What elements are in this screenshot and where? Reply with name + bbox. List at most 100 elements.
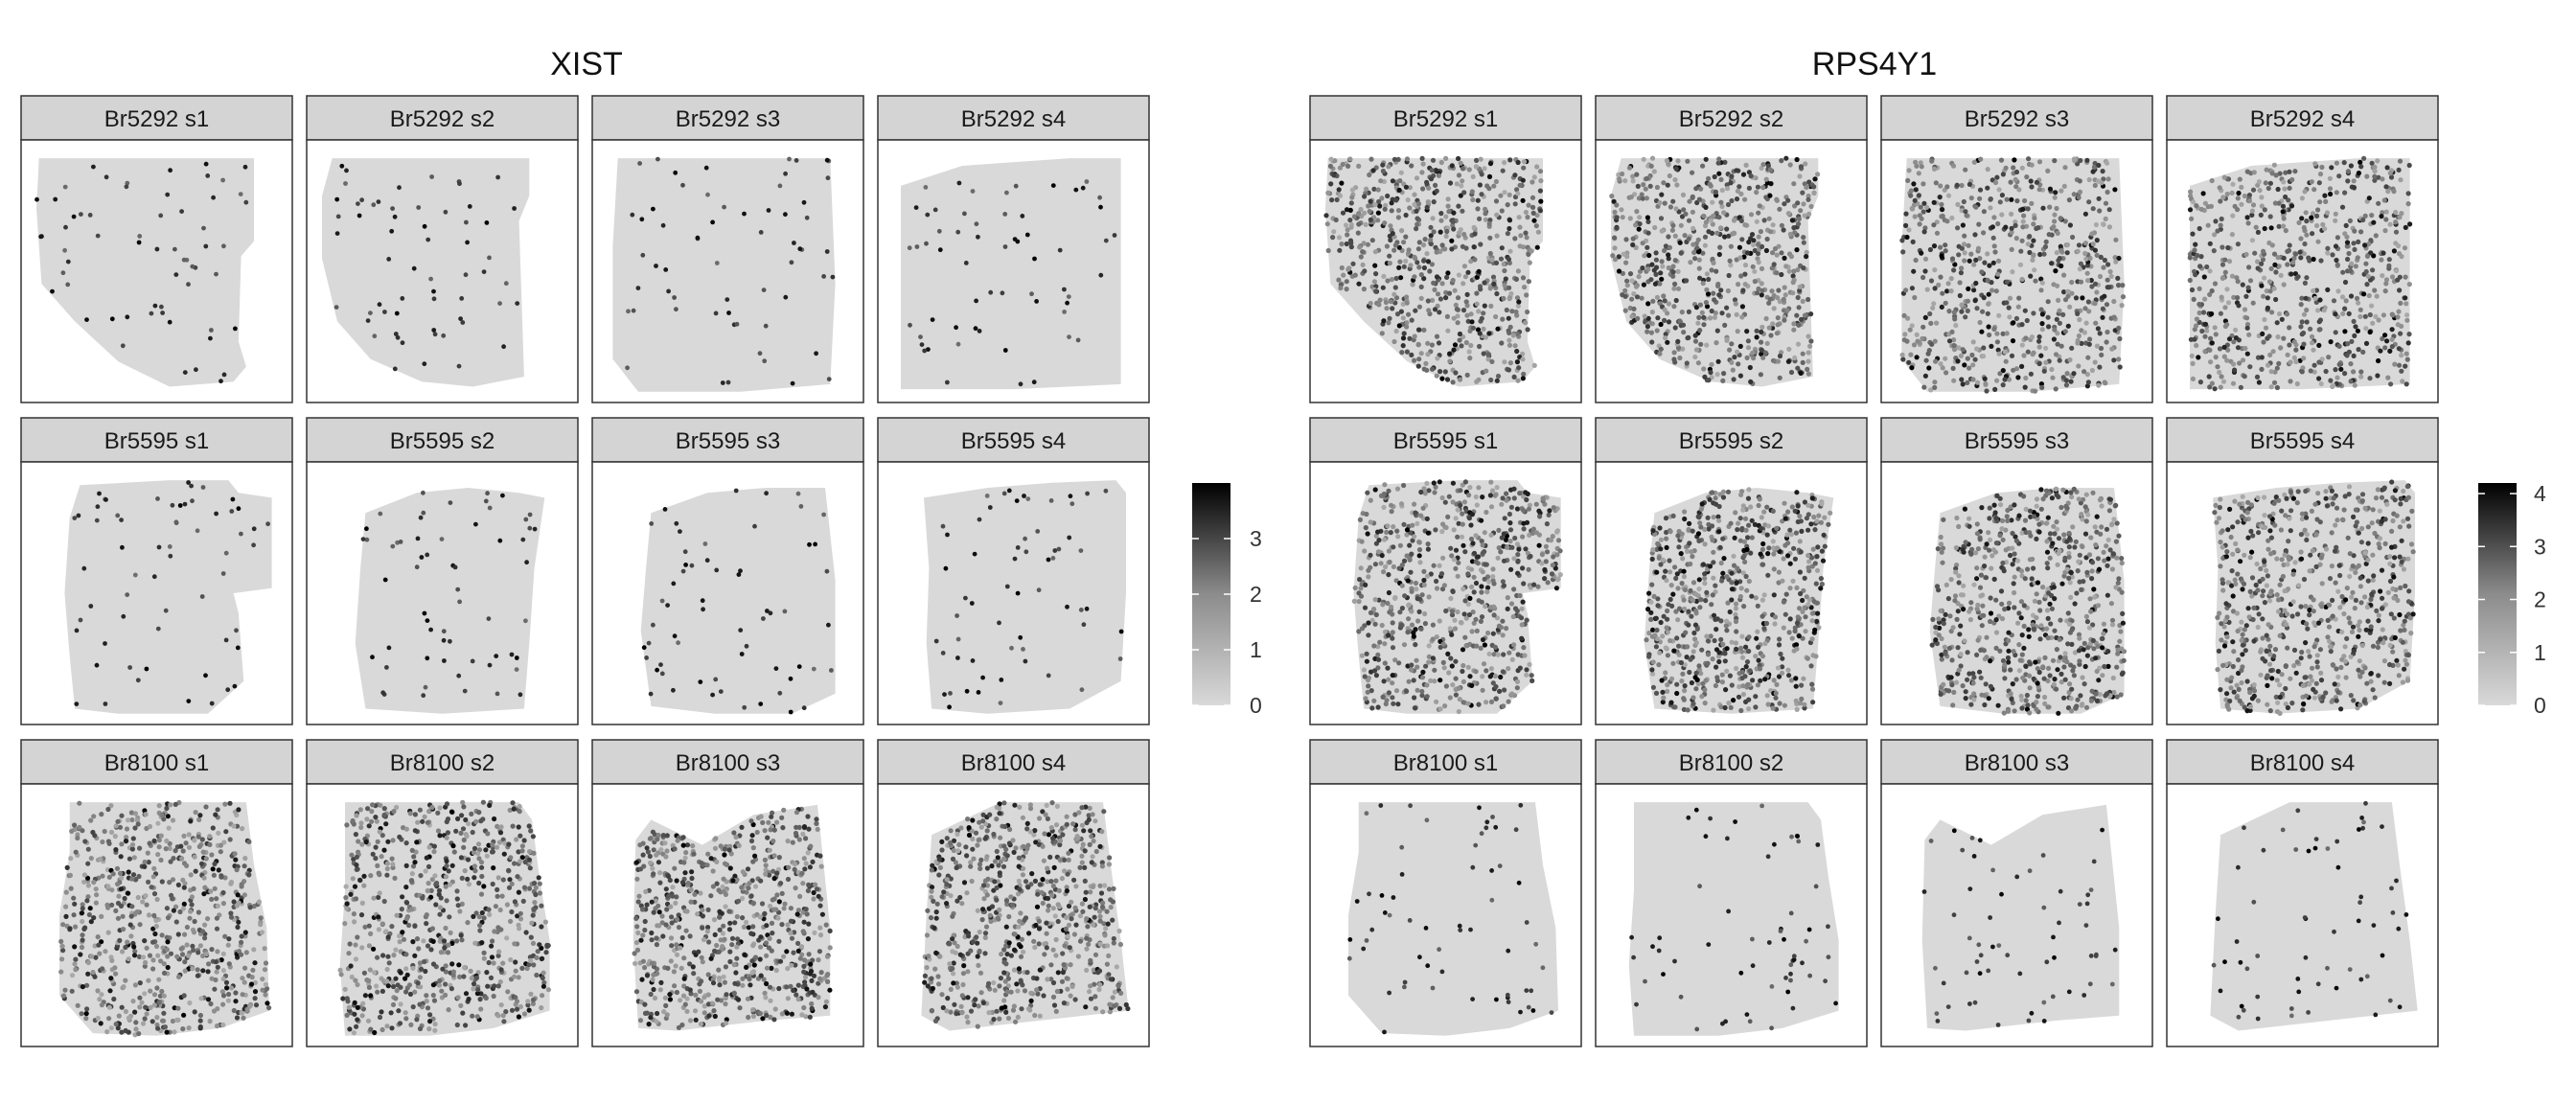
expression-spot [205,969,211,975]
expression-spot [1023,536,1027,541]
expression-spot [761,288,767,292]
expression-spot [189,894,195,900]
expression-spot [663,886,669,892]
facet-strip-label: Br5292 s4 [961,106,1066,132]
expression-spot [705,992,711,998]
expression-spot [478,860,485,865]
expression-spot [79,944,85,951]
expression-spot [465,857,472,862]
expression-spot [462,965,468,971]
expression-spot [945,532,950,538]
expression-spot [1695,360,1701,366]
expression-spot [228,985,235,991]
expression-spot [980,675,985,680]
expression-spot [2039,321,2045,327]
expression-spot [344,901,350,907]
expression-spot [1962,258,1967,264]
expression-spot [1702,234,1709,240]
expression-spot [1457,337,1462,343]
expression-spot [1634,209,1640,215]
expression-spot [679,1023,685,1028]
expression-spot [1716,156,1722,162]
expression-spot [644,973,651,978]
expression-spot [202,935,208,941]
expression-spot [1671,304,1677,310]
expression-spot [781,954,787,959]
expression-spot [1801,240,1806,245]
expression-spot [1018,954,1024,959]
expression-spot [987,505,993,510]
expression-spot [380,1026,385,1033]
expression-spot [962,211,967,217]
expression-spot [515,874,520,880]
expression-spot [1701,366,1707,372]
expression-spot [1344,287,1349,292]
expression-spot [367,967,373,973]
expression-spot [948,893,954,899]
expression-spot [517,926,522,932]
expression-spot [225,998,231,1003]
expression-spot [682,855,688,861]
expression-spot [1372,263,1378,268]
expression-spot [1467,356,1473,361]
expression-spot [1425,298,1431,304]
expression-spot [80,984,85,990]
expression-spot [243,199,249,205]
expression-spot [1735,349,1740,355]
expression-spot [431,843,437,849]
expression-spot [1726,272,1732,279]
expression-spot [1383,299,1389,306]
expression-spot [663,267,669,272]
expression-spot [955,229,961,235]
expression-spot [516,1014,522,1020]
expression-spot [692,899,698,905]
expression-spot [233,326,238,332]
expression-spot [821,274,826,279]
expression-spot [1042,952,1047,957]
expression-spot [1002,348,1008,353]
expression-spot [700,908,705,913]
expression-spot [1057,857,1063,862]
expression-spot [1641,156,1646,162]
expression-spot [649,899,655,905]
expression-spot [1515,378,1521,383]
expression-spot [2036,338,2042,344]
expression-spot [1703,156,1709,162]
expression-spot [1682,233,1688,239]
expression-spot [1079,822,1085,828]
expression-spot [2101,264,2106,270]
expression-spot [1662,317,1668,323]
expression-spot [188,872,194,878]
expression-spot [1751,242,1757,248]
expression-spot [817,932,824,938]
expression-spot [1454,307,1460,312]
expression-spot [1696,196,1702,202]
expression-spot [392,214,398,219]
expression-spot [150,926,156,932]
expression-spot [1740,172,1747,177]
expression-spot [1699,310,1705,315]
expression-spot [131,944,137,950]
expression-spot [1042,831,1047,837]
expression-spot [197,813,203,818]
expression-spot [640,958,647,964]
expression-spot [1431,280,1437,286]
expression-spot [977,948,982,954]
expression-spot [748,982,753,988]
expression-spot [1777,375,1782,380]
expression-spot [408,878,414,884]
expression-spot [260,987,265,993]
expression-spot [1070,501,1075,507]
expression-spot [1111,935,1116,942]
expression-spot [746,886,751,891]
expression-spot [1392,247,1397,253]
expression-spot [1704,287,1710,292]
expression-spot [142,938,148,944]
expression-spot [356,839,361,844]
expression-spot [1650,298,1656,304]
expression-spot [1775,322,1781,328]
expression-spot [1779,271,1784,278]
expression-spot [80,932,85,938]
expression-spot [58,969,64,975]
expression-spot [801,919,807,925]
